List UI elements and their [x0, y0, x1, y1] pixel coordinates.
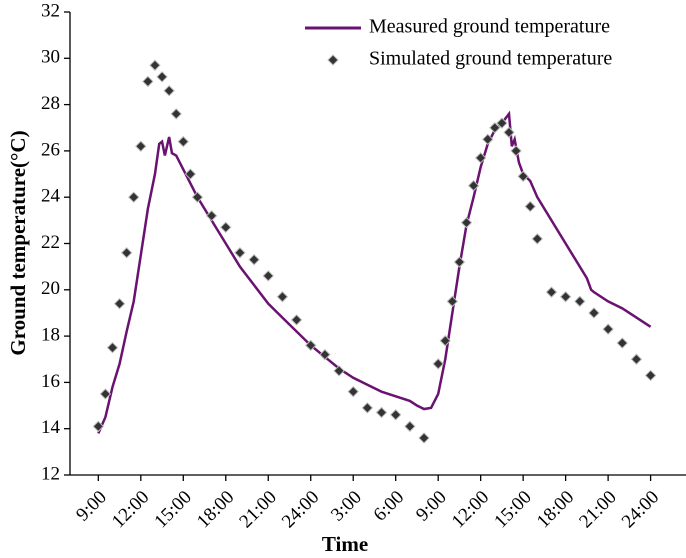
simulated-point [142, 75, 154, 88]
simulated-point [644, 369, 657, 382]
simulated-point [602, 323, 614, 335]
simulated-point [418, 432, 430, 444]
simulated-point [588, 307, 600, 319]
x-tick-label: 18:00 [533, 487, 578, 532]
simulated-point [453, 256, 466, 268]
x-tick-label: 21:00 [235, 487, 280, 532]
simulated-point [99, 388, 112, 400]
simulated-point [333, 365, 345, 377]
y-tick-label: 28 [41, 93, 60, 114]
simulated-point [262, 270, 274, 282]
simulated-point [404, 420, 416, 433]
simulated-point [106, 341, 119, 354]
simulated-point [474, 152, 487, 164]
simulated-point [156, 71, 168, 83]
x-tick-label: 9:00 [412, 487, 451, 526]
simulated-point [276, 291, 289, 303]
simulated-point [205, 210, 218, 222]
simulated-point [510, 145, 522, 157]
x-tick-label: 3:00 [327, 487, 366, 526]
simulated-point [305, 339, 317, 352]
simulated-point [446, 295, 459, 308]
simulated-point [135, 140, 147, 152]
simulated-point [184, 168, 197, 180]
simulated-point [531, 233, 544, 245]
simulated-point [170, 108, 182, 120]
simulated-point [361, 402, 374, 414]
simulated-point [319, 348, 331, 361]
simulated-point [220, 221, 232, 234]
simulated-point [163, 85, 175, 97]
simulated-point [432, 358, 444, 370]
simulated-point [574, 295, 586, 308]
simulated-point [439, 335, 451, 347]
simulated-point [113, 297, 126, 310]
measured-line [97, 110, 652, 434]
y-tick-label: 26 [41, 139, 60, 160]
simulated-point [347, 385, 359, 398]
x-tick-label: 24:00 [278, 487, 323, 532]
y-tick-label: 22 [41, 232, 60, 253]
legend-marker [327, 54, 339, 66]
x-tick-label: 24:00 [618, 487, 663, 532]
legend-label: Measured ground temperature [369, 16, 610, 38]
x-tick-label: 15:00 [150, 487, 195, 532]
simulated-point [559, 291, 572, 303]
y-tick-label: 32 [41, 0, 60, 21]
simulated-point [120, 247, 133, 259]
y-tick-label: 30 [41, 47, 60, 68]
y-tick-label: 24 [41, 186, 61, 207]
y-tick-label: 14 [41, 417, 61, 438]
simulated-point [191, 191, 204, 203]
x-tick-label: 6:00 [370, 487, 409, 526]
y-tick-label: 18 [41, 324, 60, 345]
simulated-point [248, 253, 260, 266]
y-tick-label: 16 [41, 371, 60, 392]
x-tick-label: 21:00 [575, 487, 620, 532]
x-tick-label: 9:00 [72, 487, 111, 526]
x-tick-label: 18:00 [193, 487, 238, 532]
simulated-point [128, 191, 140, 203]
simulated-point [630, 353, 643, 365]
y-tick-label: 12 [41, 463, 60, 484]
simulated-point [149, 59, 161, 71]
simulated-point [375, 406, 388, 419]
x-tick-label: 12:00 [448, 487, 493, 532]
y-axis-label: Ground temperature(°C) [6, 130, 30, 355]
simulated-point [517, 170, 529, 183]
simulated-point [92, 420, 105, 433]
simulated-point [482, 133, 494, 146]
simulated-point [489, 122, 501, 134]
simulated-point [467, 179, 480, 192]
simulated-point [503, 126, 515, 139]
x-tick-label: 15:00 [490, 487, 535, 532]
y-tick-label: 20 [41, 278, 60, 299]
simulated-point [234, 247, 246, 259]
simulated-point [177, 135, 189, 148]
simulated-point [616, 337, 628, 349]
simulated-point [496, 117, 508, 129]
simulated-point [389, 409, 402, 421]
x-axis-label: Time [322, 532, 368, 556]
simulated-point [545, 286, 558, 298]
x-tick-label: 12:00 [108, 487, 153, 532]
simulated-point [524, 200, 536, 213]
simulated-point [290, 314, 303, 326]
simulated-point [460, 216, 473, 229]
legend-label: Simulated ground temperature [369, 48, 612, 70]
